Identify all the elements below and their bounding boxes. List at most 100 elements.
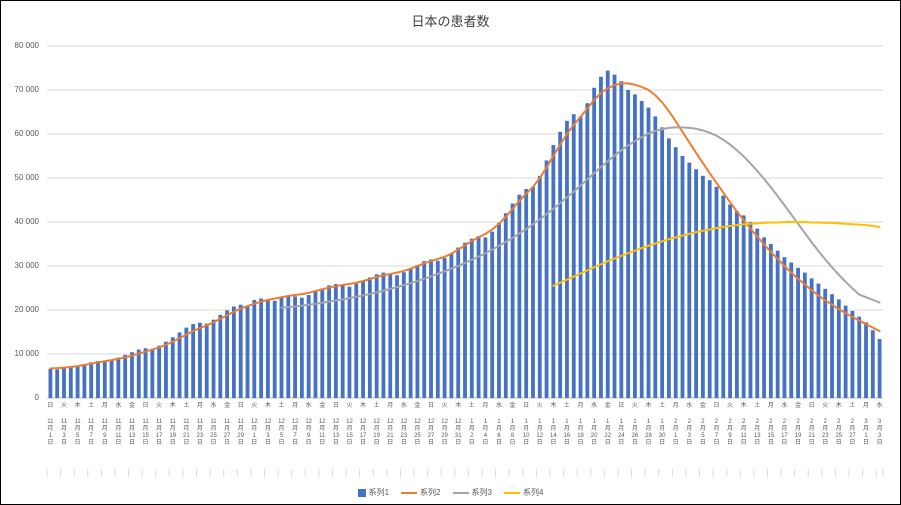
bar xyxy=(245,305,250,398)
x-tick-label: 金 2 月 19 日 xyxy=(794,403,802,446)
x-tick-label: 水 11 月 11 日 xyxy=(115,403,122,446)
x-tick-label: 木 2 月 25 日 xyxy=(835,403,843,446)
bar xyxy=(48,368,53,398)
x-tick-label: 木 11 月 19 日 xyxy=(169,403,177,446)
bar xyxy=(313,291,318,398)
x-tick-label: 日 12 月 13 日 xyxy=(332,403,340,446)
x-tick-label: 日 1 月 24 日 xyxy=(617,403,625,446)
bar xyxy=(748,222,753,398)
bar xyxy=(102,361,107,398)
bar xyxy=(796,267,800,398)
bar xyxy=(388,273,393,398)
bar xyxy=(211,319,216,398)
chart-title[interactable]: 日本の患者数 xyxy=(411,14,490,29)
bar xyxy=(55,369,60,398)
bar xyxy=(272,300,277,398)
x-tick-label: 土 11 月 7 日 xyxy=(88,403,95,446)
x-tick-label: 日 2 月 21 日 xyxy=(808,403,815,446)
bar xyxy=(150,348,155,398)
bar xyxy=(218,314,223,398)
bar xyxy=(191,324,196,398)
legend-label: 系列3 xyxy=(471,488,492,497)
legend-item-系列1[interactable]: 系列1 xyxy=(357,487,390,498)
bar xyxy=(510,203,515,398)
legend-item-系列2[interactable]: 系列2 xyxy=(401,487,441,498)
bar xyxy=(116,357,121,398)
bar xyxy=(870,330,875,398)
bar xyxy=(490,231,495,398)
bar xyxy=(660,127,665,399)
bar xyxy=(592,87,597,399)
x-tick-label: 火 2 月 23 日 xyxy=(821,403,829,446)
y-tick-label: 10 000 xyxy=(14,349,39,358)
bar xyxy=(775,250,780,398)
bar xyxy=(768,244,773,398)
bar xyxy=(714,186,719,398)
x-tick-label: 金 12 月 25 日 xyxy=(414,403,421,446)
bar xyxy=(252,299,257,398)
bar xyxy=(286,295,291,398)
bar xyxy=(857,316,862,398)
bar xyxy=(728,204,732,398)
bar xyxy=(667,138,671,398)
x-tick-label: 土 1 月 30 日 xyxy=(658,403,666,446)
x-tick-label: 木 12 月 31 日 xyxy=(454,403,462,446)
bar xyxy=(544,160,549,398)
bar xyxy=(476,236,481,398)
bar xyxy=(204,323,209,398)
bar xyxy=(680,156,685,398)
x-tick-label: 木 1 月 14 日 xyxy=(550,403,557,446)
x-tick-label: 日 11 月 1 日 xyxy=(47,403,54,446)
bar xyxy=(612,74,617,398)
legend-item-系列4[interactable]: 系列4 xyxy=(503,487,543,498)
x-tick-label: 木 12 月 17 日 xyxy=(359,403,367,446)
bar xyxy=(877,339,882,398)
bar xyxy=(68,367,73,398)
series-系列4[interactable] xyxy=(552,221,881,287)
bar xyxy=(830,294,834,398)
legend-label: 系列2 xyxy=(420,488,441,497)
x-tick-label: 日 11 月 29 日 xyxy=(237,403,245,446)
bar xyxy=(354,283,359,398)
bar xyxy=(143,348,148,398)
legend-item-系列3[interactable]: 系列3 xyxy=(452,487,492,498)
legend-line-swatch xyxy=(452,491,469,494)
legend-line-swatch xyxy=(401,491,418,494)
series-系列1[interactable] xyxy=(48,70,882,399)
bar xyxy=(89,362,94,398)
x-tick-label: 月 11 月 23 日 xyxy=(196,403,204,446)
x-tick-label: 火 11 月 3 日 xyxy=(60,403,68,446)
bar xyxy=(320,288,325,398)
x-tick-label: 土 12 月 5 日 xyxy=(278,403,285,446)
bar xyxy=(836,299,841,398)
series-系列2[interactable] xyxy=(49,82,881,370)
series-系列3[interactable] xyxy=(280,126,881,309)
bar xyxy=(782,257,787,398)
x-tick-label: 土 1 月 16 日 xyxy=(563,403,571,446)
bar xyxy=(558,131,563,399)
bar xyxy=(62,368,66,398)
legend-label: 系列1 xyxy=(368,488,390,497)
bar xyxy=(157,345,162,398)
bar xyxy=(809,278,814,398)
bar xyxy=(721,195,726,398)
x-tick-label: 火 12 月 1 日 xyxy=(250,403,258,446)
line-系列4 xyxy=(552,221,881,287)
bar xyxy=(694,169,698,398)
bar xyxy=(225,310,230,398)
bar xyxy=(109,360,114,398)
bar xyxy=(136,349,141,398)
bar xyxy=(435,260,440,398)
x-tick-label: 金 11 月 27 日 xyxy=(223,403,231,446)
x-tick-label: 日 1 月 10 日 xyxy=(522,403,530,446)
bar xyxy=(524,189,529,398)
x-tick-label: 木 2 月 11 日 xyxy=(740,403,747,446)
bar xyxy=(238,304,243,398)
x-tick-label: 金 11 月 13 日 xyxy=(128,403,136,446)
